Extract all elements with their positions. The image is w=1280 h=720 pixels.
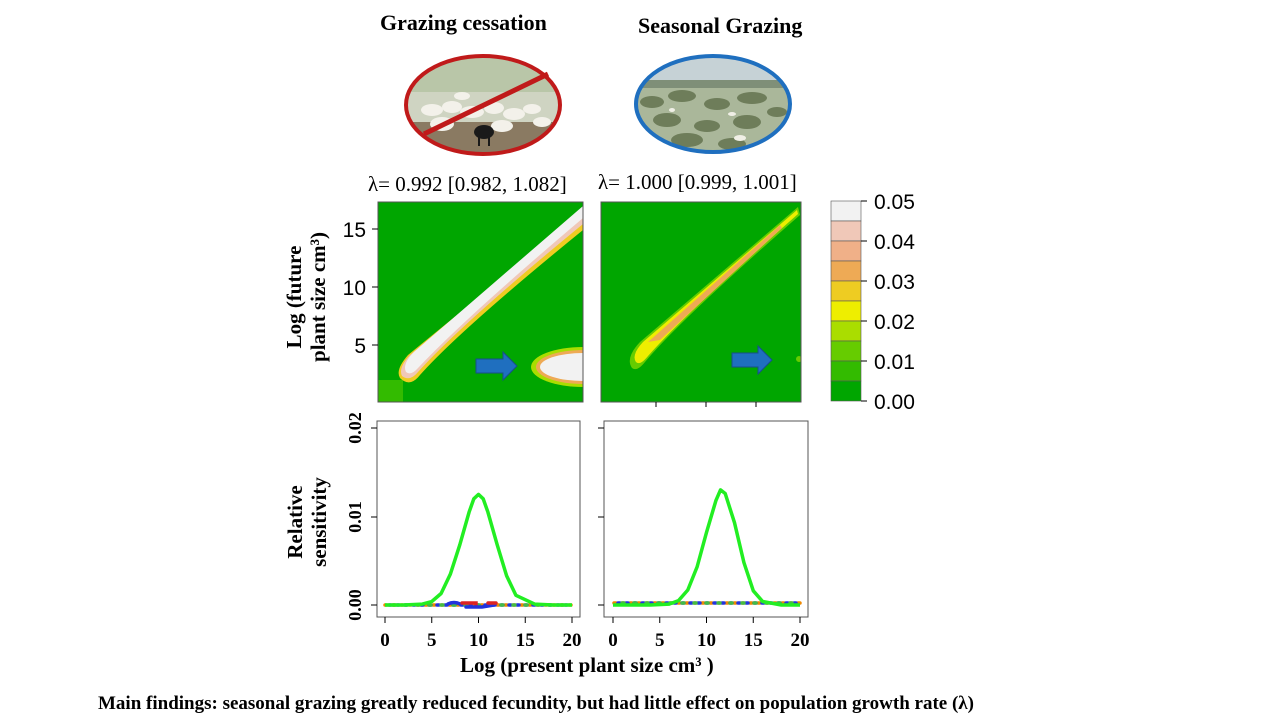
x-tick-label: 0 (380, 630, 390, 651)
x-tick-label: 10 (469, 630, 488, 651)
sensitivity-ytick-002: 0.02 (345, 412, 365, 444)
x-tick-label: 20 (791, 630, 810, 651)
goats-crossed-out-photo (404, 54, 562, 156)
sensitivity-lines (385, 488, 800, 607)
legend-swatch (830, 300, 862, 322)
legend-swatch (830, 340, 862, 362)
title-seasonal-grazing: Seasonal Grazing (638, 13, 803, 38)
arrow-icon-seasonal (731, 344, 773, 376)
heatmap-ytick-10: 10 (343, 277, 366, 300)
legend-swatch (830, 380, 862, 402)
heatmap-ytick-5: 5 (354, 335, 366, 358)
sensitivity-y-ticks: 0.00 0.01 0.02 (345, 412, 377, 621)
grazing-shrubland-photo (634, 54, 792, 154)
legend-swatch (830, 220, 862, 242)
lambda-label-cessation: λ= 0.992 [0.982, 1.082] (368, 172, 567, 196)
arrow-icon-cessation (475, 350, 518, 382)
legend-swatch (830, 200, 862, 222)
sensitivity-line-cessation (385, 492, 572, 607)
x-tick-label: 15 (744, 630, 763, 651)
title-grazing-cessation: Grazing cessation (380, 10, 547, 35)
heatmap-y-ticks: 15 10 5 (343, 219, 378, 358)
legend-label: 0.03 (874, 271, 915, 294)
main-findings: Main findings: seasonal grazing greatly … (98, 693, 974, 714)
sensitivity-ytick-001: 0.01 (345, 501, 365, 533)
legend-swatch (830, 320, 862, 342)
x-ticks: 0 5 10 15 20 0 5 10 15 20 (380, 617, 810, 651)
color-legend: 0.05 0.04 0.03 0.02 0.01 0.00 (830, 191, 915, 414)
legend-label: 0.00 (874, 391, 915, 414)
sensitivity-line-seasonal (613, 488, 800, 607)
heatmap-ytick-15: 15 (343, 219, 366, 242)
legend-swatch (830, 240, 862, 262)
legend-swatch (830, 360, 862, 382)
x-tick-label: 20 (563, 630, 582, 651)
x-tick-label: 0 (608, 630, 618, 651)
x-tick-label: 10 (697, 630, 716, 651)
x-tick-label: 5 (655, 630, 665, 651)
lambda-label-seasonal: λ= 1.000 [0.999, 1.001] (598, 170, 797, 194)
x-axis-label: Log (present plant size cm³ ) (460, 653, 714, 677)
heatmap2-x-ticks (655, 402, 757, 407)
legend-label: 0.02 (874, 311, 915, 334)
legend-swatch (830, 280, 862, 302)
heatmap-cessation (378, 202, 583, 402)
legend-label: 0.01 (874, 351, 915, 374)
x-tick-label: 5 (427, 630, 437, 651)
sensitivity-panel-seasonal (603, 420, 809, 618)
sensitivity-panel-cessation (376, 420, 581, 618)
sensitivity-ytick-000: 0.00 (345, 589, 365, 621)
legend-label: 0.05 (874, 191, 915, 214)
legend-swatch (830, 260, 862, 282)
sensitivity-right-ticks (598, 427, 604, 606)
legend-label: 0.04 (874, 231, 915, 254)
heatmap-seasonal (601, 202, 801, 402)
x-tick-label: 15 (516, 630, 535, 651)
